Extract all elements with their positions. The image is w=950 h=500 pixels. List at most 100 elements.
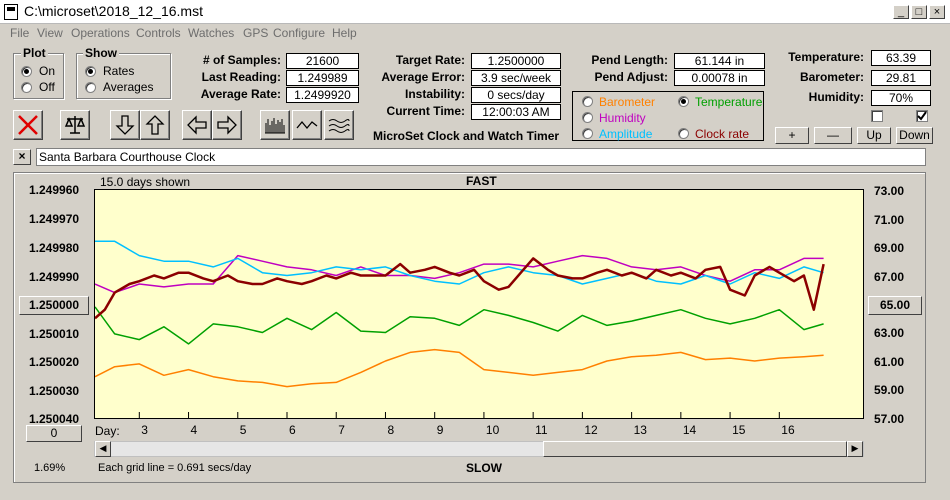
sensor-barometer-label: Barometer (599, 95, 656, 109)
last-reading-field: 1.249989 (286, 70, 359, 86)
sensor-barometer-radio[interactable] (582, 96, 593, 107)
multi-plot-button[interactable] (324, 110, 354, 140)
move-up-button[interactable] (140, 110, 170, 140)
show-rates-label: Rates (103, 64, 135, 78)
pend-length-field[interactable]: 61.144 in (674, 53, 765, 69)
arrow-right-icon (217, 115, 237, 135)
average-rate-field: 1.2499920 (286, 87, 359, 103)
menu-controls[interactable]: Controls (136, 26, 181, 40)
menu-help[interactable]: Help (332, 26, 357, 40)
scale-plus-button[interactable]: + (775, 127, 809, 144)
balance-button[interactable] (60, 110, 90, 140)
plot-on-radio[interactable] (21, 66, 32, 77)
y-right-tick: 67.00 (874, 270, 905, 284)
sensor-humidity-radio[interactable] (582, 112, 593, 123)
x-tick-label: 11 (535, 423, 548, 437)
pend-adjust-field: 0.00078 in (674, 70, 765, 86)
clear-name-button[interactable]: × (13, 149, 31, 165)
y-left-center-button[interactable]: 1.250000 (19, 296, 89, 315)
show-rates-radio[interactable] (85, 66, 96, 77)
red-x-icon (18, 115, 38, 135)
chart-plot-svg (95, 240, 825, 418)
x-tick-label: 6 (289, 423, 296, 437)
y-left-tick: 1.250030 (29, 384, 80, 398)
menu-bar: File View Operations Controls Watches GP… (0, 24, 950, 42)
app-icon[interactable] (4, 4, 18, 20)
series-line-barometer (95, 348, 824, 388)
minimize-button[interactable]: _ (893, 5, 909, 19)
y-right-tick: 57.00 (874, 412, 905, 426)
menu-watches[interactable]: Watches (188, 26, 235, 40)
plot-off-radio[interactable] (21, 82, 32, 93)
option-checkbox-2[interactable] (916, 110, 928, 122)
x-tick-label: 14 (682, 423, 697, 437)
target-rate-field[interactable]: 1.2500000 (471, 53, 561, 69)
x-tick-label: 3 (141, 423, 148, 437)
series-line-temperature (95, 306, 824, 345)
percent-label: 1.69% (34, 462, 66, 474)
scale-minus-button[interactable]: — (814, 127, 852, 144)
show-averages-radio[interactable] (85, 82, 96, 93)
sensor-humidity-label: Humidity (599, 111, 646, 125)
multi-wave-icon (328, 119, 350, 133)
offset-button[interactable]: 0 (26, 425, 82, 442)
scroll-right-arrow[interactable]: ▶ (847, 441, 863, 457)
line-plot-button[interactable] (292, 110, 322, 140)
sensor-clock-rate-label: Clock rate (695, 127, 750, 141)
sensor-amplitude-label: Amplitude (599, 127, 653, 141)
sensor-temperature-radio[interactable] (678, 96, 689, 107)
scale-up-button[interactable]: Up (857, 127, 891, 144)
samples-field: 21600 (286, 53, 359, 69)
scroll-thumb[interactable] (543, 441, 847, 457)
bar-plot-button[interactable] (260, 110, 290, 140)
move-down-button[interactable] (110, 110, 140, 140)
menu-view[interactable]: View (37, 26, 63, 40)
clock-name-input[interactable]: Santa Barbara Courthouse Clock (36, 148, 926, 166)
y-left-tick: 1.250020 (29, 355, 80, 369)
x-tick-label: 15 (732, 423, 746, 437)
scroll-left-arrow[interactable]: ◀ (95, 441, 111, 457)
y-left-tick: 1.249980 (29, 241, 80, 255)
close-window-button[interactable]: × (929, 5, 945, 19)
menu-configure[interactable]: Configure (273, 26, 326, 40)
average-error-label: Average Error: (381, 70, 465, 84)
x-tick-label: 10 (485, 423, 500, 437)
temperature-label: Temperature: (788, 50, 864, 64)
stop-button[interactable] (13, 110, 43, 140)
y-right-tick: 59.00 (874, 383, 905, 397)
scroll-right-button[interactable] (212, 110, 242, 140)
sensor-clock-rate-radio[interactable] (678, 128, 689, 139)
horizontal-scrollbar[interactable]: ◀ ▶ (94, 441, 864, 457)
sensor-temperature-label: Temperature (695, 95, 763, 109)
chart-frame (13, 172, 926, 483)
sensor-amplitude-radio[interactable] (582, 128, 593, 139)
y-right-center-button[interactable]: 65.00 (868, 296, 922, 315)
plot-group-title: Plot (21, 46, 48, 60)
y-left-tick: 1.249990 (29, 270, 80, 284)
barometer-field: 29.81 (871, 70, 931, 86)
x-tick-label: 7 (338, 423, 345, 437)
average-rate-label: Average Rate: (200, 87, 281, 101)
current-time-label: Current Time: (386, 104, 465, 118)
show-group-title: Show (83, 46, 119, 60)
checkmark-icon (917, 111, 927, 121)
scroll-left-button[interactable] (182, 110, 212, 140)
y-right-tick: 73.00 (874, 184, 905, 198)
x-tick-label: 5 (239, 423, 247, 437)
x-axis: 3 4 5 6 7 8 9 10 11 12 13 14 15 16 (94, 423, 864, 439)
y-right-tick: 69.00 (874, 241, 905, 255)
humidity-field: 70% (871, 90, 931, 106)
y-left-tick: 1.250040 (29, 412, 80, 426)
option-checkbox-1[interactable] (871, 110, 883, 122)
instability-field: 0 secs/day (471, 87, 561, 103)
last-reading-label: Last Reading: (201, 70, 281, 84)
pend-adjust-label: Pend Adjust: (594, 70, 668, 84)
plot-area[interactable] (94, 189, 864, 419)
menu-operations[interactable]: Operations (71, 26, 130, 40)
menu-file[interactable]: File (10, 26, 30, 40)
app-title: MicroSet Clock and Watch Timer (373, 129, 560, 143)
scale-down-button[interactable]: Down (896, 127, 933, 144)
maximize-button[interactable]: □ (911, 5, 927, 19)
day-axis-label: Day: (95, 424, 120, 438)
menu-gps[interactable]: GPS (243, 26, 269, 40)
